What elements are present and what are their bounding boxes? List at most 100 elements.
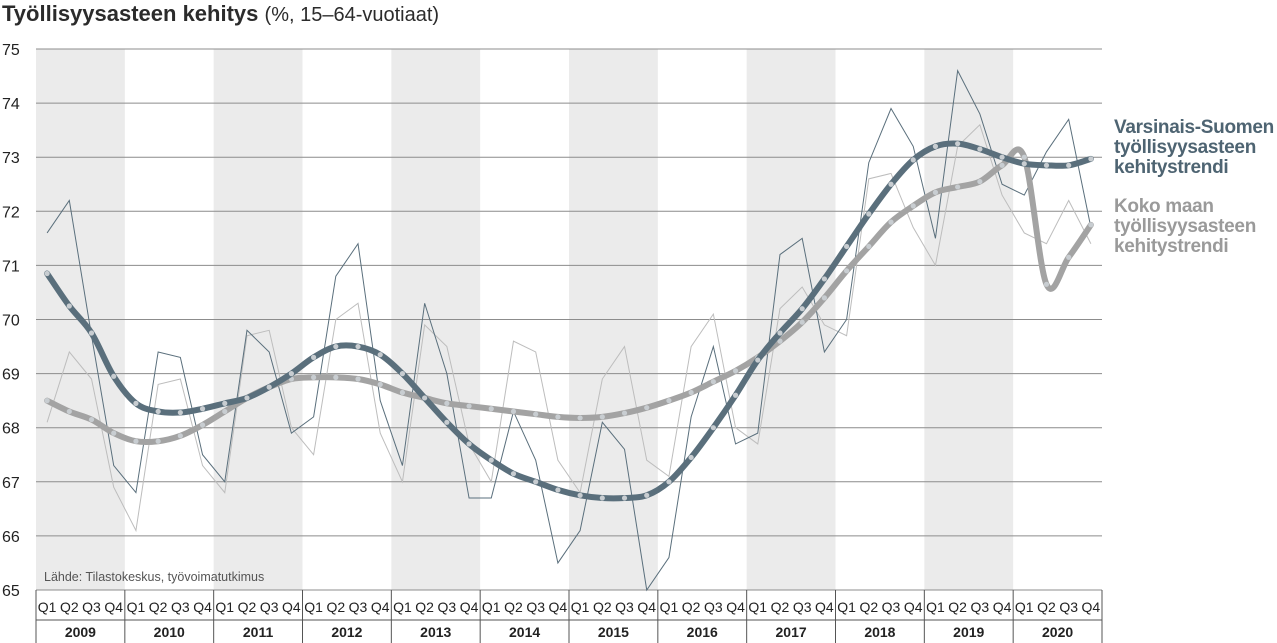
series-national-raw-line (46, 123, 1092, 533)
y-axis-tick-labels: 65 66 67 68 69 70 71 72 73 74 75 (2, 42, 20, 600)
series-national-trend-point-2020-Q1 (1021, 154, 1027, 160)
x-tick-label-2013-Q1: Q1 (393, 599, 412, 615)
series-regional-trend-point-2014-Q2 (510, 471, 517, 477)
x-tick-label-2013-Q3: Q3 (438, 599, 457, 615)
x-year-label-2016: 2016 (687, 624, 718, 640)
series-national-trend-point-2009-Q4 (111, 430, 117, 436)
series-regional-trend-point-2020-Q1 (1021, 161, 1027, 167)
series-regional-trend-point-2013-Q4 (466, 441, 472, 447)
x-tick-label-2014-Q3: Q3 (526, 599, 545, 615)
series-regional-trend-point-2011-Q1 (222, 400, 228, 406)
x-axis: Q1 Q2 Q3 Q4 Q1 Q2 Q3 Q4 Q1 Q2 Q3 Q4 Q1 Q2 Q3 Q4 Q1 Q2 Q3 Q4… (35, 590, 1103, 643)
series-regional-trend-point-2010-Q3 (177, 409, 183, 416)
x-tick-label-2014-Q1: Q1 (482, 599, 501, 615)
series-regional-trend-point-2019-Q3 (977, 146, 983, 152)
series-national-trend-point-2013-Q3 (444, 400, 450, 406)
x-tick-label-2009-Q1: Q1 (38, 599, 57, 615)
series-national-trend-point-2019-Q2 (955, 184, 961, 190)
x-tick-label-2015-Q4: Q4 (637, 599, 656, 615)
series-national-trend-point-2012-Q1 (311, 374, 317, 380)
series-regional-trend-point-2018-Q2 (866, 211, 872, 217)
x-tick-label-2016-Q3: Q3 (704, 599, 723, 615)
series-national-trend-point-2010-Q3 (177, 433, 183, 439)
series-national-trend-point-2010-Q1 (133, 438, 139, 444)
x-year-label-2015: 2015 (598, 624, 629, 640)
legend-regional-line-2: työllisyysasteen (1114, 137, 1257, 158)
series-regional-trend-point-2015-Q2 (599, 495, 605, 501)
raw-series-layer (46, 68, 1092, 592)
y-tick-label-71: 71 (2, 258, 20, 275)
series-regional-trend-point-2010-Q4 (199, 406, 206, 412)
series-regional-trend-point-2012-Q2 (333, 343, 339, 350)
series-national-trend-point-2018-Q1 (844, 268, 850, 274)
series-regional-trend-point-2019-Q4 (999, 154, 1005, 160)
series-regional-trend-point-2015-Q3 (621, 495, 628, 501)
series-national-trend-point-2015-Q2 (599, 414, 605, 420)
x-tick-label-2009-Q2: Q2 (60, 599, 79, 615)
x-year-label-2010: 2010 (154, 624, 185, 640)
x-tick-label-2012-Q1: Q1 (304, 599, 323, 615)
series-regional-trend-point-2011-Q3 (266, 384, 272, 390)
x-tick-label-2016-Q4: Q4 (726, 599, 745, 615)
x-tick-label-2017-Q3: Q3 (793, 599, 812, 615)
x-tick-label-2010-Q3: Q3 (171, 599, 190, 615)
x-year-label-2017: 2017 (776, 624, 807, 640)
series-national-trend-point-2014-Q3 (533, 411, 539, 417)
series-national-trend-point-2020-Q3 (1066, 254, 1072, 260)
series-regional-trend-point-2013-Q3 (444, 419, 450, 425)
legend-national-trend: Koko maan työllisyysasteen kehitystrendi (1114, 197, 1256, 257)
legend-national-line-1: Koko maan (1114, 196, 1214, 217)
x-tick-label-2017-Q4: Q4 (815, 599, 834, 615)
x-tick-label-2019-Q3: Q3 (971, 599, 990, 615)
x-year-label-2019: 2019 (953, 624, 984, 640)
x-tick-label-2013-Q2: Q2 (415, 599, 434, 615)
x-year-label-2020: 2020 (1042, 624, 1073, 640)
x-tick-label-2013-Q4: Q4 (460, 599, 479, 615)
series-national-trend-point-2009-Q3 (88, 416, 95, 423)
x-tick-label-2020-Q2: Q2 (1037, 599, 1056, 615)
x-tick-label-2011-Q3: Q3 (260, 599, 279, 615)
y-tick-label-65: 65 (2, 583, 20, 600)
series-regional-trend-point-2016-Q2 (688, 454, 694, 461)
x-tick-label-2017-Q1: Q1 (748, 599, 767, 615)
series-regional-trend-point-2016-Q4 (732, 392, 739, 398)
chart-title-main: Työllisyysasteen kehitys (2, 1, 259, 26)
series-national-trend-point-2018-Q2 (866, 243, 872, 250)
series-regional-trend-point-2015-Q1 (577, 492, 583, 498)
x-tick-label-2018-Q2: Q2 (859, 599, 878, 615)
series-national-trend-point-2016-Q1 (666, 398, 672, 404)
series-regional-trend-point-2018-Q1 (844, 243, 850, 250)
series-regional-trend-point-2012-Q3 (355, 343, 361, 350)
x-tick-label-2014-Q2: Q2 (504, 599, 523, 615)
series-regional-trend-point-2020-Q2 (1043, 162, 1050, 168)
x-tick-label-2017-Q2: Q2 (771, 599, 790, 615)
series-national-trend-point-2014-Q4 (555, 414, 561, 420)
series-regional-trend-point-2014-Q4 (555, 487, 561, 493)
x-tick-label-2014-Q4: Q4 (549, 599, 568, 615)
x-tick-label-2010-Q2: Q2 (149, 599, 168, 615)
x-year-label-2014: 2014 (509, 624, 540, 640)
series-national-trend-point-2014-Q1 (488, 406, 494, 412)
series-regional-raw-line (46, 68, 1092, 592)
series-national-trend-point-2020-Q4 (1088, 222, 1094, 228)
x-year-label-2009: 2009 (65, 624, 96, 640)
x-tick-label-2019-Q2: Q2 (948, 599, 967, 615)
x-tick-label-2011-Q4: Q4 (282, 599, 301, 615)
x-tick-label-2015-Q2: Q2 (593, 599, 612, 615)
series-regional-trend-point-2013-Q1 (399, 371, 406, 377)
series-national-trend-point-2019-Q3 (977, 178, 983, 185)
y-tick-label-69: 69 (2, 367, 20, 384)
y-tick-label-72: 72 (2, 204, 20, 221)
series-regional-trend-point-2016-Q1 (666, 479, 672, 485)
series-regional-trend-point-2012-Q1 (311, 354, 317, 360)
legend-national-line-3: kehitystrendi (1114, 236, 1229, 257)
x-tick-label-2015-Q1: Q1 (571, 599, 590, 615)
series-regional-trend-point-2009-Q3 (88, 330, 95, 336)
series-national-trend-point-2014-Q2 (510, 408, 517, 415)
y-tick-label-67: 67 (2, 475, 20, 492)
series-regional-trend-point-2011-Q2 (244, 395, 250, 401)
x-tick-label-2010-Q4: Q4 (193, 599, 212, 615)
series-national-trend-point-2017-Q3 (799, 319, 805, 325)
x-tick-label-2011-Q1: Q1 (215, 599, 234, 615)
legend-regional-line-1: Varsinais-Suomen (1114, 117, 1274, 138)
